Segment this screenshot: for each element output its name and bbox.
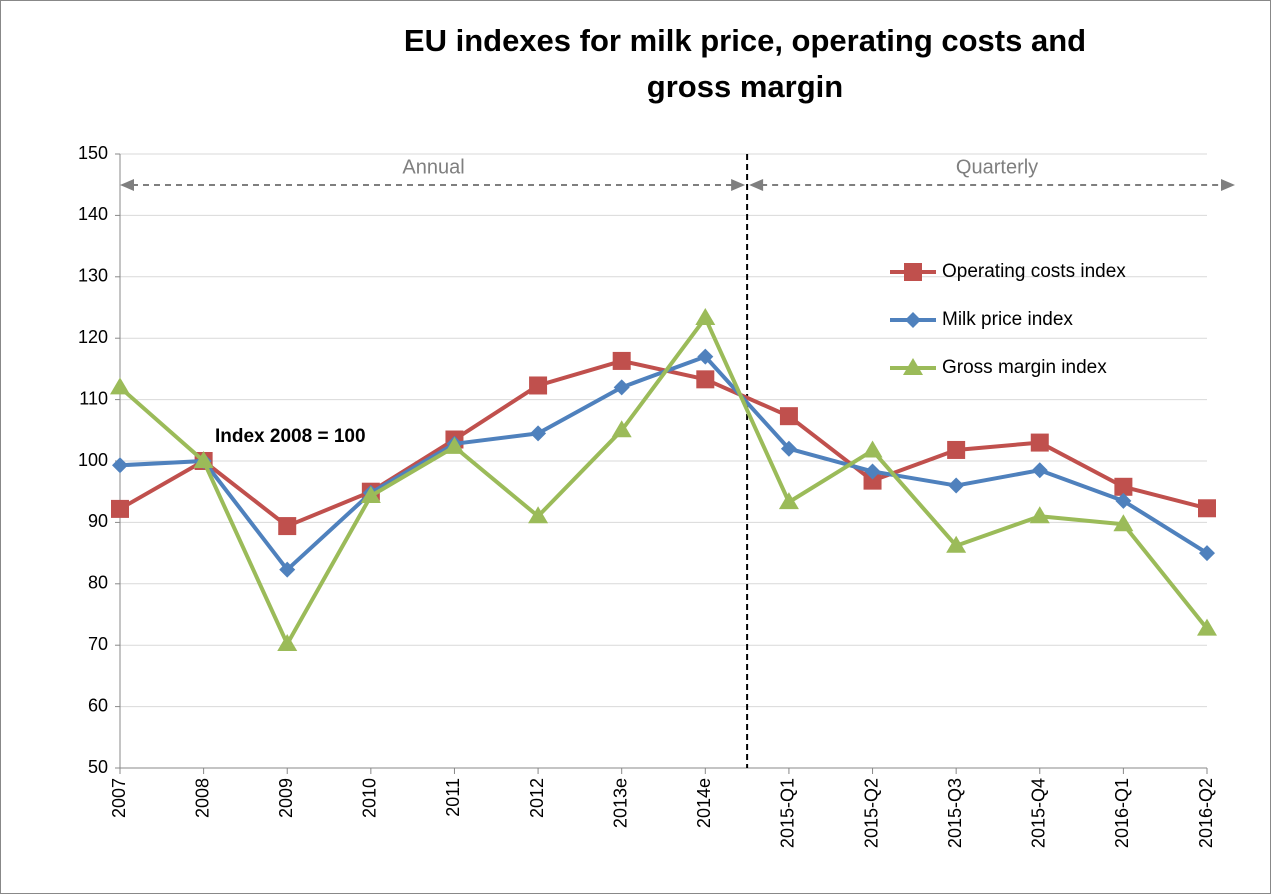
x-tick-label: 2010 bbox=[360, 778, 380, 818]
annotation: Annual bbox=[402, 156, 464, 178]
marker bbox=[780, 440, 797, 457]
x-tick-label: 2015-Q3 bbox=[945, 778, 965, 848]
x-tick-label: 2008 bbox=[192, 778, 212, 818]
marker bbox=[279, 561, 296, 578]
marker bbox=[695, 307, 716, 325]
marker bbox=[1197, 618, 1217, 636]
y-tick-label: 90 bbox=[88, 511, 108, 531]
y-tick-label: 140 bbox=[78, 204, 108, 224]
marker bbox=[1198, 499, 1216, 518]
annotation: Index 2008 = 100 bbox=[215, 426, 366, 447]
marker bbox=[1199, 545, 1215, 562]
y-tick-label: 60 bbox=[88, 695, 108, 715]
marker bbox=[112, 457, 128, 474]
marker bbox=[863, 471, 882, 490]
marker bbox=[864, 463, 881, 480]
y-tick-label: 80 bbox=[88, 573, 108, 593]
annotation: Quarterly bbox=[956, 156, 1038, 178]
marker bbox=[1031, 462, 1048, 479]
marker bbox=[530, 425, 547, 442]
x-tick-label: 2016-Q1 bbox=[1112, 778, 1132, 848]
y-tick-label: 120 bbox=[78, 327, 108, 347]
marker bbox=[947, 440, 966, 459]
y-tick-label: 50 bbox=[88, 757, 108, 777]
marker bbox=[278, 517, 297, 536]
marker bbox=[111, 499, 129, 518]
marker bbox=[611, 420, 632, 438]
marker bbox=[862, 440, 883, 458]
x-tick-label: 2007 bbox=[109, 778, 129, 818]
x-tick-label: 2015-Q2 bbox=[861, 778, 881, 848]
marker bbox=[1029, 506, 1050, 524]
y-tick-label: 70 bbox=[88, 634, 108, 654]
legend-label: Milk price index bbox=[942, 309, 1073, 330]
marker bbox=[444, 436, 465, 454]
x-tick-label: 2012 bbox=[527, 778, 547, 818]
y-tick-label: 130 bbox=[78, 266, 108, 286]
marker bbox=[946, 535, 967, 553]
marker bbox=[905, 312, 921, 328]
marker bbox=[1113, 514, 1134, 532]
x-tick-label: 2015-Q1 bbox=[778, 778, 798, 848]
chart-title: EU indexes for milk price, operating cos… bbox=[403, 23, 1087, 104]
marker bbox=[778, 492, 799, 510]
series-line bbox=[118, 315, 1209, 646]
x-tick-label: 2009 bbox=[276, 778, 296, 818]
x-tick-label: 2011 bbox=[443, 778, 463, 817]
x-tick-label: 2015-Q4 bbox=[1029, 778, 1049, 848]
marker bbox=[529, 376, 548, 395]
x-tick-label: 2013e bbox=[610, 778, 630, 828]
y-tick-label: 110 bbox=[79, 388, 108, 408]
marker bbox=[1030, 433, 1049, 452]
marker bbox=[948, 477, 965, 494]
marker bbox=[613, 379, 630, 396]
legend-label: Operating costs index bbox=[942, 261, 1126, 282]
x-tick-label: 2016-Q2 bbox=[1196, 778, 1216, 848]
marker bbox=[1114, 477, 1133, 496]
series-line bbox=[119, 354, 1209, 572]
marker bbox=[903, 358, 923, 375]
marker bbox=[360, 485, 381, 503]
y-tick-label: 150 bbox=[78, 143, 108, 163]
marker bbox=[904, 263, 922, 281]
legend-label: Gross margin index bbox=[942, 357, 1107, 378]
marker bbox=[193, 451, 214, 468]
marker bbox=[277, 633, 298, 651]
marker bbox=[110, 377, 130, 395]
marker bbox=[1115, 492, 1132, 509]
x-tick-label: 2014e bbox=[694, 778, 714, 828]
marker bbox=[779, 407, 798, 426]
marker bbox=[528, 506, 549, 524]
marker bbox=[696, 370, 715, 389]
marker bbox=[612, 351, 631, 370]
marker bbox=[697, 348, 714, 365]
y-tick-label: 100 bbox=[78, 450, 108, 470]
